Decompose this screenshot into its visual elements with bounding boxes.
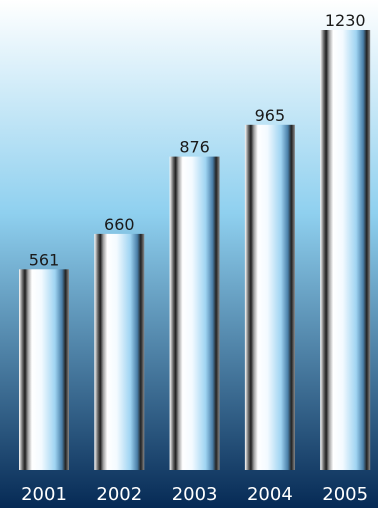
- x-tick-2004: 2004: [247, 484, 293, 505]
- data-label-2001: 561: [29, 250, 60, 269]
- x-tick-2002: 2002: [96, 484, 142, 505]
- x-axis-tick-labels: 2001 2002 2003 2004 2005: [21, 484, 368, 505]
- x-tick-2005: 2005: [322, 484, 368, 505]
- bar-2004: [244, 124, 295, 471]
- bars-layer: [19, 30, 371, 471]
- bar-2003: [169, 156, 220, 470]
- data-label-2005: 1230: [325, 11, 366, 30]
- x-tick-2001: 2001: [21, 484, 67, 505]
- bar-2001: [19, 269, 69, 470]
- bar-2002: [94, 233, 145, 470]
- bar-2005: [320, 30, 371, 470]
- x-tick-2003: 2003: [172, 484, 218, 505]
- value-labels-layer: 561 660 876 965 1230: [29, 11, 366, 269]
- data-label-2003: 876: [179, 138, 210, 157]
- data-label-2002: 660: [104, 215, 135, 234]
- data-label-2004: 965: [255, 106, 286, 125]
